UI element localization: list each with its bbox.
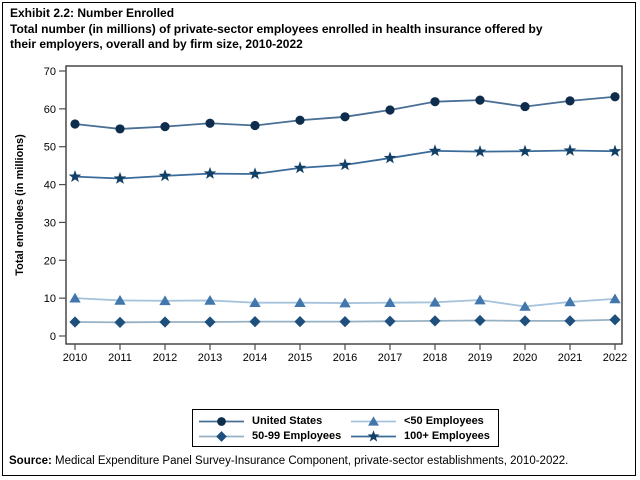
- legend-item-united-states: United States: [198, 414, 350, 428]
- svg-text:2018: 2018: [423, 352, 447, 364]
- svg-text:50: 50: [44, 142, 56, 154]
- legend-label: 50-99 Employees: [252, 429, 342, 442]
- exhibit-title: Exhibit 2.2: Number Enrolled: [10, 6, 175, 20]
- svg-text:2011: 2011: [108, 352, 132, 364]
- svg-text:30: 30: [44, 217, 56, 229]
- legend-item-under-50-employees: <50 Employees: [350, 414, 498, 428]
- united-states-line-marker-icon: [199, 416, 244, 426]
- under-50-employees-line-marker-icon: [351, 415, 396, 426]
- svg-text:2012: 2012: [153, 352, 177, 364]
- legend-item-50-99-employees: 50-99 Employees: [198, 429, 350, 443]
- source-note: Source: Medical Expenditure Panel Survey…: [9, 455, 568, 467]
- legend-box: United States <50 Employees 50-99 Employ…: [192, 409, 499, 447]
- 50-99-employees-line-marker-icon: [199, 430, 244, 442]
- source-text: Medical Expenditure Panel Survey-Insuran…: [51, 455, 569, 467]
- exhibit-subtitle-line-1: Total number (in millions) of private-se…: [10, 21, 543, 36]
- svg-text:2019: 2019: [468, 352, 492, 364]
- svg-text:2014: 2014: [243, 352, 267, 364]
- svg-text:2017: 2017: [378, 352, 402, 364]
- exhibit-subtitle-line-2: their employers, overall and by firm siz…: [10, 37, 303, 51]
- svg-text:Total enrollees (in millions): Total enrollees (in millions): [14, 134, 26, 276]
- title-block: Exhibit 2.2: Number Enrolled Total numbe…: [10, 6, 543, 53]
- svg-text:10: 10: [44, 293, 56, 305]
- page-border-frame: [2, 2, 636, 476]
- legend-label: <50 Employees: [404, 414, 484, 427]
- svg-text:2021: 2021: [558, 352, 582, 364]
- svg-text:2020: 2020: [513, 352, 537, 364]
- legend-label: United States: [252, 414, 323, 427]
- line-chart: 0 10 20 30 40 50 60 70 2010 2011 2012 2013 2014 2015 2…: [14, 65, 627, 364]
- svg-text:70: 70: [44, 66, 56, 78]
- svg-text:2015: 2015: [288, 352, 312, 364]
- source-label: Source:: [9, 455, 52, 467]
- legend-item-100-plus-employees: 100+ Employees: [350, 429, 498, 443]
- svg-text:0: 0: [50, 331, 56, 343]
- svg-text:2016: 2016: [333, 352, 357, 364]
- svg-text:40: 40: [44, 180, 56, 192]
- svg-text:20: 20: [44, 255, 56, 267]
- svg-text:2010: 2010: [63, 352, 87, 364]
- 100-plus-employees-line-marker-icon: [351, 429, 396, 442]
- legend-label: 100+ Employees: [404, 429, 490, 442]
- svg-text:2013: 2013: [198, 352, 222, 364]
- svg-text:60: 60: [44, 104, 56, 116]
- svg-text:2022: 2022: [603, 352, 627, 364]
